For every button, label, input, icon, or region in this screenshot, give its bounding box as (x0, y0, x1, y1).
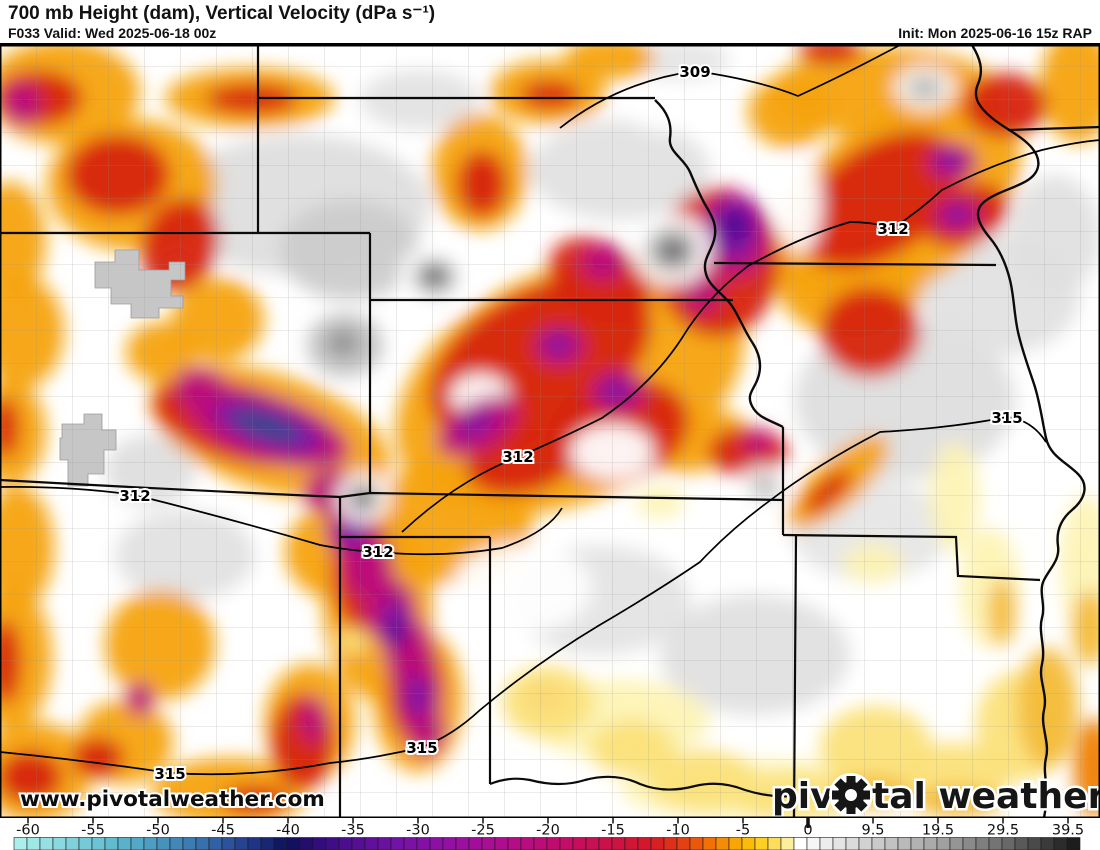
contour-label: 312 (119, 487, 150, 505)
colorbar: -60 -55 -50 -45 -40 -35 -30 -25 -20 -15 -10 -5 0 9.5 1… (0, 818, 1100, 850)
colorbar-tick-label: -50 (146, 823, 170, 839)
logo-text-tal-weather: tal weather (872, 776, 1100, 817)
colorbar-tick-label: -60 (16, 823, 40, 839)
colorbar-tick-label: -30 (406, 823, 430, 839)
colorbar-tick-label: -45 (211, 823, 235, 839)
logo-text-piv: piv (772, 776, 834, 817)
colorbar-tick-label: -55 (81, 823, 105, 839)
contour-label: 312 (502, 448, 533, 466)
colorbar-tick-label: -5 (736, 823, 750, 839)
colorbar-cells (13, 837, 1081, 850)
weather-map[interactable]: 309 312 312 312 312 315 315 315 www.pivotalweath… (0, 45, 1100, 818)
county-grid (0, 45, 1100, 818)
state-borders (0, 45, 1100, 818)
colorbar-tick-labels: -60 -55 -50 -45 -40 -35 -30 -25 -20 -15 -10 -5 0 9.5 1… (16, 823, 1084, 839)
colorbar-tick-label: 0 (803, 823, 812, 839)
contour-labels: 309 312 312 312 312 315 315 315 (117, 61, 1024, 785)
colorbar-canvas: -60 -55 -50 -45 -40 -35 -30 -25 -20 -15 -10 -5 0 9.5 1… (13, 818, 1084, 850)
model-init-label: Init: Mon 2025-06-16 15z RAP (898, 25, 1092, 41)
colorbar-tick-label: -20 (536, 823, 560, 839)
page-title: 700 mb Height (dam), Vertical Velocity (… (8, 3, 436, 24)
header: 700 mb Height (dam), Vertical Velocity (… (0, 0, 1100, 45)
contour-label: 312 (362, 543, 393, 561)
map-canvas[interactable]: 309 312 312 312 312 315 315 315 www.pivotalweath… (0, 45, 1100, 818)
forecast-valid-label: F033 Valid: Wed 2025-06-18 00z (8, 25, 217, 41)
contour-label: 315 (406, 739, 437, 757)
colorbar-tick-label: -40 (276, 823, 300, 839)
colorbar-tick-label: -15 (601, 823, 625, 839)
contour-label: 315 (154, 765, 185, 783)
contour-label: 315 (991, 409, 1022, 427)
colorbar-tick-label: 9.5 (861, 823, 884, 839)
contour-label: 312 (877, 220, 908, 238)
watermark: www.pivotalweather.com (20, 787, 325, 812)
pivotal-weather-logo: piv tal weather (770, 773, 1100, 818)
gear-icon (829, 773, 873, 817)
colorbar-tick-label: 39.5 (1052, 823, 1084, 839)
colorbar-ticks (27, 818, 1069, 828)
contour-label: 309 (679, 63, 710, 81)
height-contours (0, 45, 1100, 776)
colorbar-tick-label: -35 (341, 823, 365, 839)
colorbar-tick-label: -25 (471, 823, 495, 839)
colorbar-tick-label: 29.5 (987, 823, 1019, 839)
map-frame (0, 45, 1100, 818)
colorbar-tick-label: -10 (666, 823, 690, 839)
colorbar-tick-label: 19.5 (922, 823, 954, 839)
